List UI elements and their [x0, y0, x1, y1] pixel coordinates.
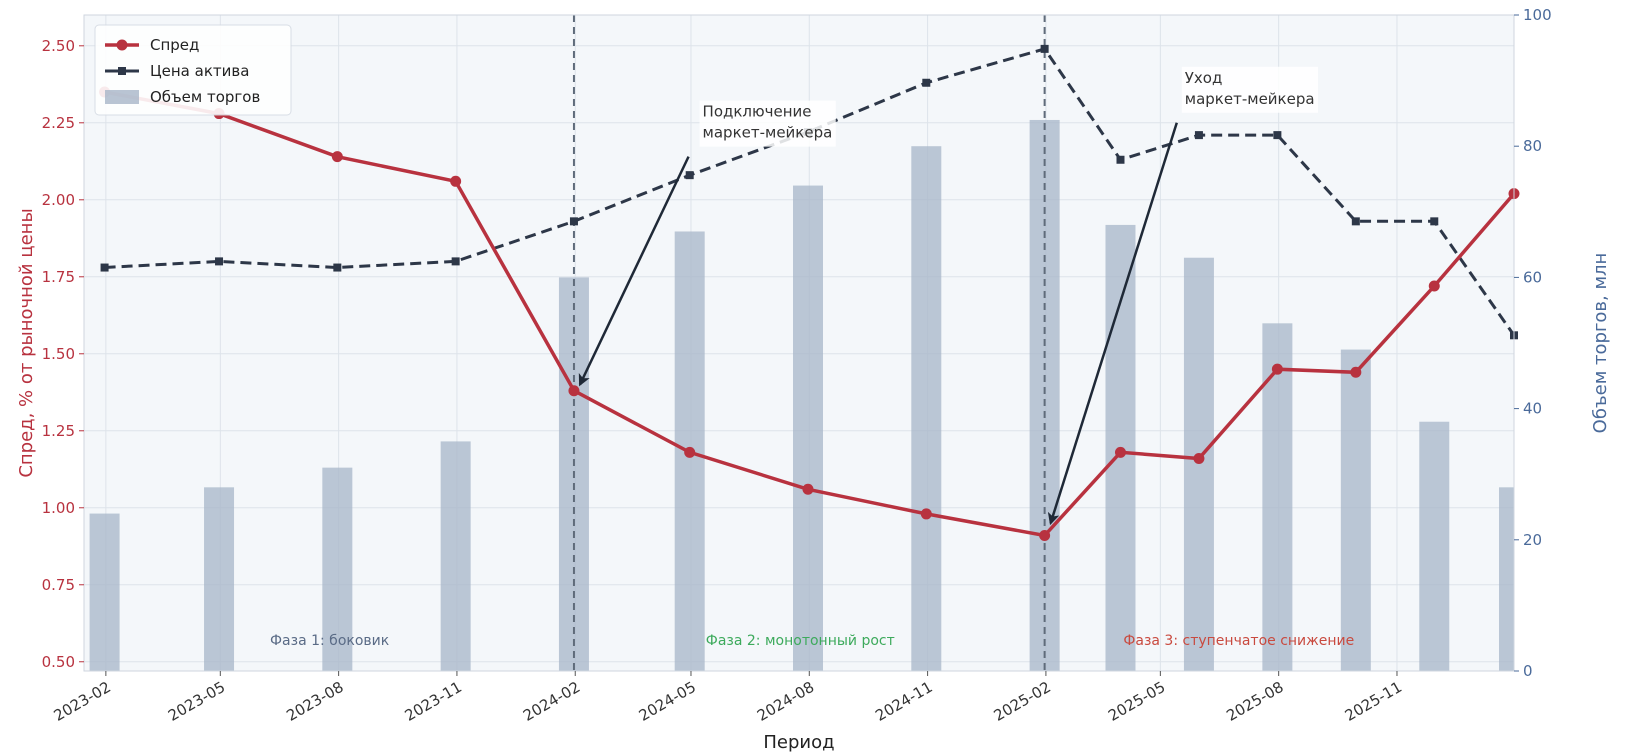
volume-bar [1262, 323, 1293, 671]
left-tick-label: 1.50 [42, 345, 75, 363]
right-tick-label: 40 [1523, 400, 1542, 418]
price-point [922, 78, 931, 87]
annotation-box [699, 100, 836, 147]
left-tick-label: 1.75 [42, 268, 75, 286]
volume-bar [1029, 119, 1060, 671]
volume-bar [440, 441, 471, 671]
spread-point [1039, 529, 1051, 541]
legend-marker-spread [116, 39, 128, 51]
right-tick-label: 80 [1523, 137, 1542, 155]
price-point [333, 263, 342, 272]
left-tick-label: 0.75 [42, 576, 75, 594]
x-tick-label: 2024-02 [520, 678, 583, 725]
price-point [569, 217, 578, 226]
left-tick-label: 2.50 [42, 37, 75, 55]
price-point [1194, 131, 1203, 140]
phase-label: Фаза 1: боковик [270, 633, 389, 649]
right-axis: 0 20 40 60 80 100 [1514, 6, 1552, 680]
x-tick-label: 2025-02 [991, 678, 1054, 725]
left-axis-title: Спред, % от рыночной цены [16, 208, 37, 477]
spread-point [802, 483, 814, 495]
volume-bar [89, 513, 120, 671]
x-tick-label: 2025-08 [1223, 678, 1286, 725]
annotation-arrow [1047, 122, 1178, 526]
x-tick-label: 2023-08 [283, 678, 346, 725]
right-axis-title: Объем торгов, млн [1590, 253, 1611, 434]
annotation-text: Уход [1185, 69, 1223, 87]
x-tick-label: 2023-02 [51, 678, 114, 725]
price-point [451, 257, 460, 266]
annotation-box [1181, 66, 1318, 113]
spread-point [1114, 446, 1126, 458]
spread-point [568, 385, 580, 397]
spread-point [331, 151, 343, 163]
volume-bar [322, 467, 353, 671]
x-tick-label: 2023-11 [402, 678, 465, 725]
annotation-arrow [578, 156, 690, 387]
spread-point [1350, 366, 1362, 378]
price-point [1273, 131, 1282, 140]
volume-bar [1183, 257, 1214, 671]
left-tick-label: 0.50 [42, 653, 75, 671]
x-tick-label: 2024-08 [754, 678, 817, 725]
price-point [1116, 155, 1125, 164]
price-point [1351, 217, 1360, 226]
volume-bar [204, 487, 235, 671]
spread-point [1428, 280, 1440, 292]
spread-point [684, 446, 696, 458]
spread-point [450, 175, 462, 187]
x-tick-label: 2025-11 [1342, 678, 1405, 725]
price-point [1040, 44, 1049, 53]
phase-labels: Фаза 1: боковик Фаза 2: монотонный рост Фа… [270, 633, 1354, 649]
x-axis: 2023-02 2023-05 2023-08 2023-11 2024-02 2024-… [51, 671, 1405, 725]
legend-label: Объем торгов [150, 88, 260, 106]
legend: Спред Цена актива Объем торгов [94, 24, 292, 116]
legend-marker-price [118, 67, 126, 75]
plot-frame [83, 14, 1515, 672]
x-tick-label: 2024-05 [636, 678, 699, 725]
phase-label: Фаза 3: ступенчатое снижение [1123, 633, 1354, 649]
volume-bar [911, 146, 942, 671]
annotation-text: маркет-мейкера [1185, 90, 1315, 108]
left-tick-label: 1.00 [42, 499, 75, 517]
x-axis-title: Период [763, 732, 834, 753]
legend-box [94, 24, 292, 116]
annotation-text: Подключение [703, 103, 812, 121]
volume-bar [793, 185, 824, 671]
volume-bar [1340, 349, 1371, 671]
event-lines [572, 15, 1046, 671]
legend-label: Спред [150, 36, 199, 54]
x-tick-label: 2024-11 [872, 678, 935, 725]
annotation-text: маркет-мейкера [703, 124, 833, 142]
left-axis: 0.50 0.75 1.00 1.25 1.50 1.75 2.00 2.25 2.50 [42, 37, 84, 671]
left-tick-label: 1.25 [42, 422, 75, 440]
legend-label: Цена актива [150, 62, 249, 80]
spread-point [1271, 363, 1283, 375]
price-point [100, 263, 109, 272]
phase-label: Фаза 2: монотонный рост [706, 633, 895, 649]
right-tick-label: 60 [1523, 268, 1542, 286]
spread-point [920, 508, 932, 520]
right-tick-label: 0 [1523, 662, 1533, 680]
annotations: Подключение маркет-мейкера Уход маркет-мейк… [578, 66, 1318, 526]
x-tick-label: 2023-05 [165, 678, 228, 725]
legend-swatch-volume [105, 90, 139, 104]
price-point [215, 257, 224, 266]
volume-bar [1419, 421, 1450, 671]
x-tick-label: 2025-05 [1105, 678, 1168, 725]
spread-point [1193, 452, 1205, 464]
right-tick-label: 20 [1523, 531, 1542, 549]
price-point [1430, 217, 1439, 226]
price-point [685, 171, 694, 180]
right-tick-label: 100 [1523, 6, 1552, 24]
left-tick-label: 2.00 [42, 191, 75, 209]
left-tick-label: 2.25 [42, 114, 75, 132]
volume-bar [1499, 487, 1514, 671]
